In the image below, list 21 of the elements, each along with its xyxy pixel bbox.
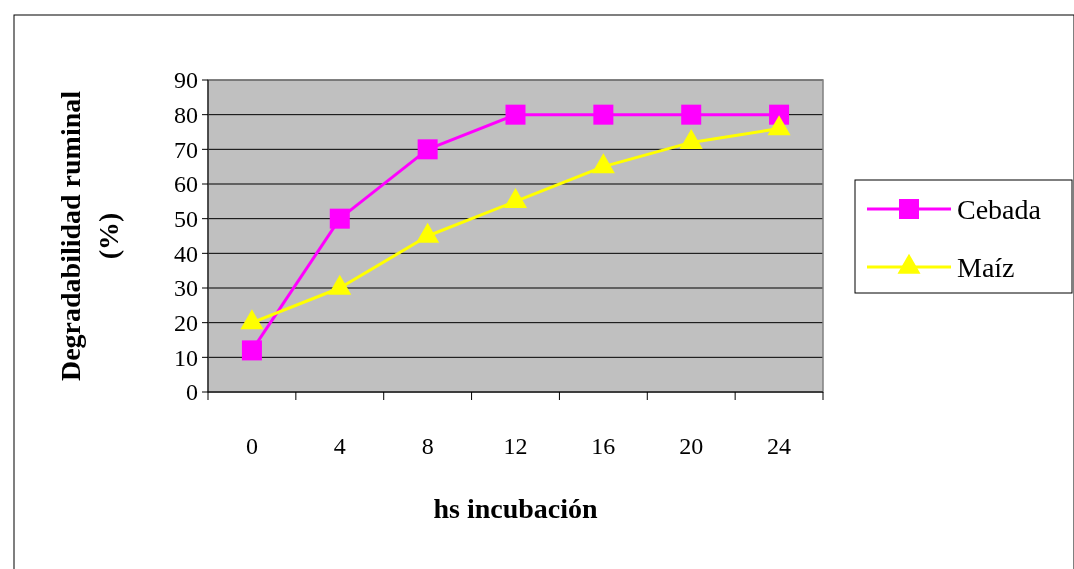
y-tick-label: 20 bbox=[174, 310, 198, 337]
y-tick-label: 90 bbox=[174, 67, 198, 94]
y-tick-label: 0 bbox=[186, 379, 198, 406]
x-tick-label: 8 bbox=[421, 433, 434, 459]
legend-label: Maíz bbox=[957, 251, 1015, 283]
y-tick-label: 50 bbox=[174, 206, 198, 233]
y-tick-label: 80 bbox=[174, 102, 198, 129]
y-tick-label: 10 bbox=[174, 344, 198, 371]
x-tick-label: 4 bbox=[333, 433, 346, 459]
x-tick-label: 12 bbox=[503, 433, 528, 459]
y-tick-label: 30 bbox=[174, 275, 198, 302]
x-tick-label: 20 bbox=[679, 433, 704, 459]
x-axis-title: hs incubación bbox=[433, 493, 599, 524]
y-tick-label: 40 bbox=[174, 240, 198, 267]
y-tick-label: 60 bbox=[174, 171, 198, 198]
x-tick-label: 0 bbox=[245, 433, 258, 459]
y-axis-title: Degradabilidad ruminal (%) bbox=[55, 90, 124, 382]
x-tick-label: 24 bbox=[767, 433, 792, 459]
x-tick-label: 16 bbox=[591, 433, 616, 459]
legend-label: Cebada bbox=[957, 193, 1042, 225]
y-tick-label: 70 bbox=[174, 136, 198, 163]
